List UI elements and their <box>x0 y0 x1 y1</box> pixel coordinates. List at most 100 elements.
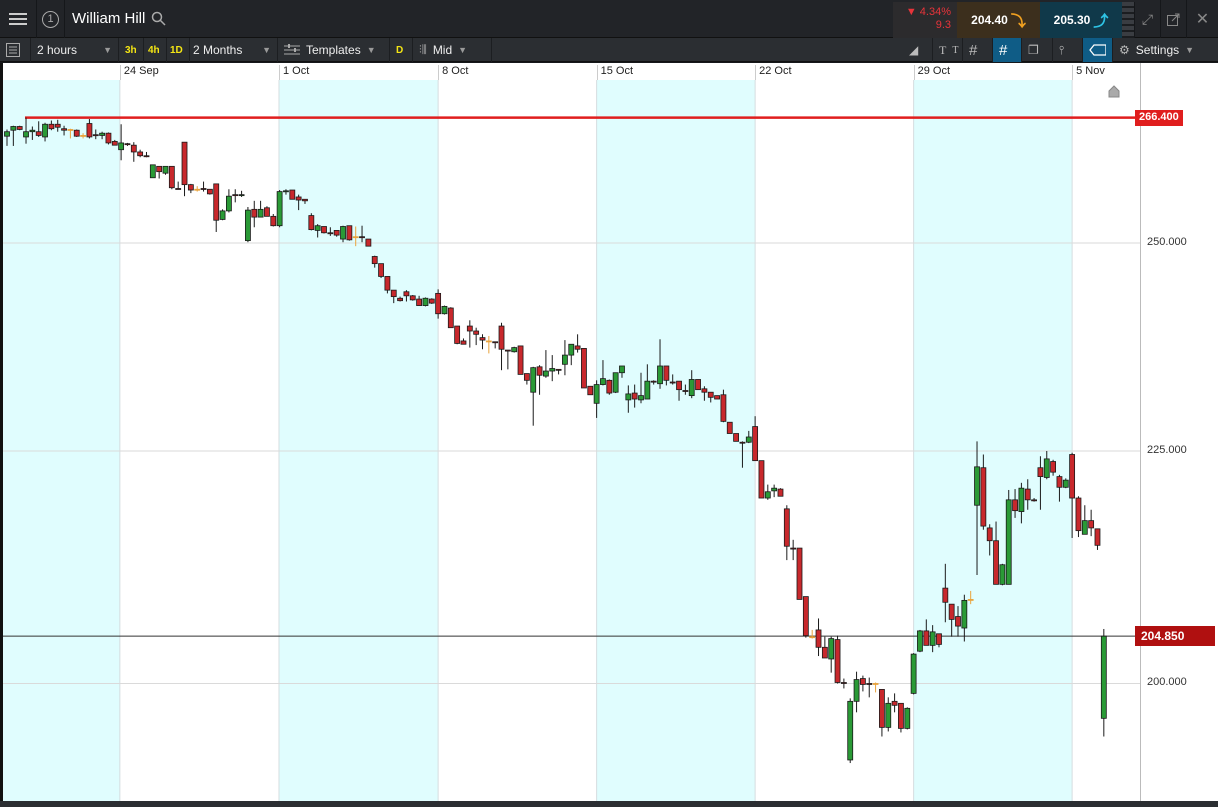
candle-body <box>619 365 625 374</box>
candle-body <box>999 564 1006 585</box>
candle-body <box>1012 499 1018 512</box>
candle-body <box>149 164 156 179</box>
chevron-down-icon: ▼ <box>458 45 468 55</box>
candle-body <box>986 527 993 542</box>
interval-1d[interactable]: 1D <box>164 38 190 62</box>
buy-button[interactable]: 205.30 ⤴ <box>1040 2 1122 38</box>
popout-button[interactable] <box>1161 0 1187 38</box>
candle-body <box>701 388 708 393</box>
candle-body <box>162 165 169 174</box>
date-tick-label: 24 Sep <box>119 65 159 80</box>
candle-body <box>295 196 302 201</box>
candle-body <box>99 132 105 136</box>
candle-body <box>308 215 315 231</box>
draw-line-icon[interactable]: ◢ <box>903 38 933 62</box>
sell-button[interactable]: 204.40 ⤵ <box>957 2 1040 38</box>
search-icon <box>152 11 166 26</box>
price-tag-button[interactable] <box>1083 38 1113 62</box>
week-band <box>596 80 756 801</box>
crosshair-grid-icon[interactable]: # <box>993 38 1022 62</box>
layers-icon[interactable]: ❐ <box>1022 38 1053 62</box>
date-tick-label: 5 Nov <box>1072 65 1105 80</box>
candle-body <box>771 487 778 492</box>
candle-body <box>466 325 473 332</box>
candle-body <box>853 679 860 702</box>
candle-body <box>245 209 251 242</box>
candlestick-icon: ⫶⫼ <box>419 43 427 56</box>
candle-body <box>384 276 391 291</box>
candle-body <box>809 636 816 639</box>
menu-button[interactable] <box>0 0 37 38</box>
price-tick-label: 250.000 <box>1147 236 1187 248</box>
candle-body <box>130 144 137 153</box>
templates-dropdown[interactable]: Templates ▼ <box>278 38 390 62</box>
close-icon[interactable]: ✕ <box>1195 11 1210 28</box>
candle-body <box>168 165 175 189</box>
candle-body <box>206 188 213 195</box>
chevron-down-icon: ▼ <box>262 45 271 55</box>
candle-body <box>676 380 682 391</box>
candle-body <box>1088 520 1095 529</box>
settings-label: Settings <box>1135 43 1180 57</box>
interval-3h[interactable]: 3h <box>119 38 144 62</box>
interval-4h[interactable]: 4h <box>142 38 167 62</box>
candle-body <box>1075 497 1082 532</box>
candle-type-icon[interactable]: ⫯ <box>1053 38 1083 62</box>
candle-body <box>1037 467 1044 477</box>
candle-body <box>460 340 467 345</box>
candle-body <box>726 421 733 434</box>
price-axis[interactable]: 250.000 225.000 200.000 266.400 204.850 <box>1135 63 1218 801</box>
list-icon <box>6 43 20 57</box>
candle-body <box>1062 479 1069 488</box>
candle-body <box>517 345 524 375</box>
grid-icon[interactable]: # <box>963 38 993 62</box>
candle-body <box>847 700 854 761</box>
candle-body <box>860 678 866 685</box>
candle-body <box>739 441 746 444</box>
candle-body <box>257 208 264 218</box>
candle-body <box>758 460 765 499</box>
candle-body <box>80 135 86 137</box>
price-tick-label: 200.000 <box>1147 676 1187 689</box>
interval-dropdown[interactable]: 2 hours ▼ <box>31 38 119 62</box>
settings-dropdown[interactable]: ⚙ Settings ▼ <box>1113 38 1218 62</box>
candle-body <box>4 131 10 137</box>
list-button[interactable] <box>0 38 31 62</box>
candle-body <box>378 263 384 277</box>
candle-body <box>359 236 365 239</box>
candle-body <box>422 297 429 306</box>
drag-handle-icon[interactable] <box>1122 2 1135 38</box>
candle-body <box>200 188 207 190</box>
candle-body <box>543 370 549 377</box>
price-chart[interactable] <box>0 80 1140 801</box>
candle-body <box>917 630 923 652</box>
candle-body <box>238 194 245 197</box>
candle-body <box>124 143 131 146</box>
candle-body <box>644 380 651 400</box>
candle-body <box>270 215 277 227</box>
candle-body <box>1100 635 1107 719</box>
daily-button[interactable]: D <box>390 38 413 62</box>
range-dropdown[interactable]: 2 Months ▼ <box>187 38 278 62</box>
candle-body <box>885 702 892 728</box>
candle-body <box>67 129 74 131</box>
buy-price: 205.30 <box>1053 13 1091 27</box>
price-type-dropdown[interactable]: ⫶⫼ Mid ▼ <box>413 38 492 62</box>
chevron-down-icon: ▼ <box>1185 45 1195 55</box>
candle-body <box>219 210 226 220</box>
candle-body <box>54 123 61 128</box>
window-number-button[interactable]: 1 <box>37 0 65 38</box>
candle-body <box>314 225 321 231</box>
candle-body <box>720 394 727 422</box>
candle-body <box>555 368 562 371</box>
candle-body <box>23 131 29 138</box>
candle-body <box>492 341 499 344</box>
expand-icon[interactable]: ⤢ <box>1135 0 1161 38</box>
instrument-search[interactable]: William Hill <box>72 10 166 27</box>
candle-body <box>397 297 403 302</box>
candle-body <box>416 298 423 306</box>
candle-body <box>213 183 220 221</box>
candle-body <box>562 354 568 365</box>
candle-body <box>187 184 194 191</box>
